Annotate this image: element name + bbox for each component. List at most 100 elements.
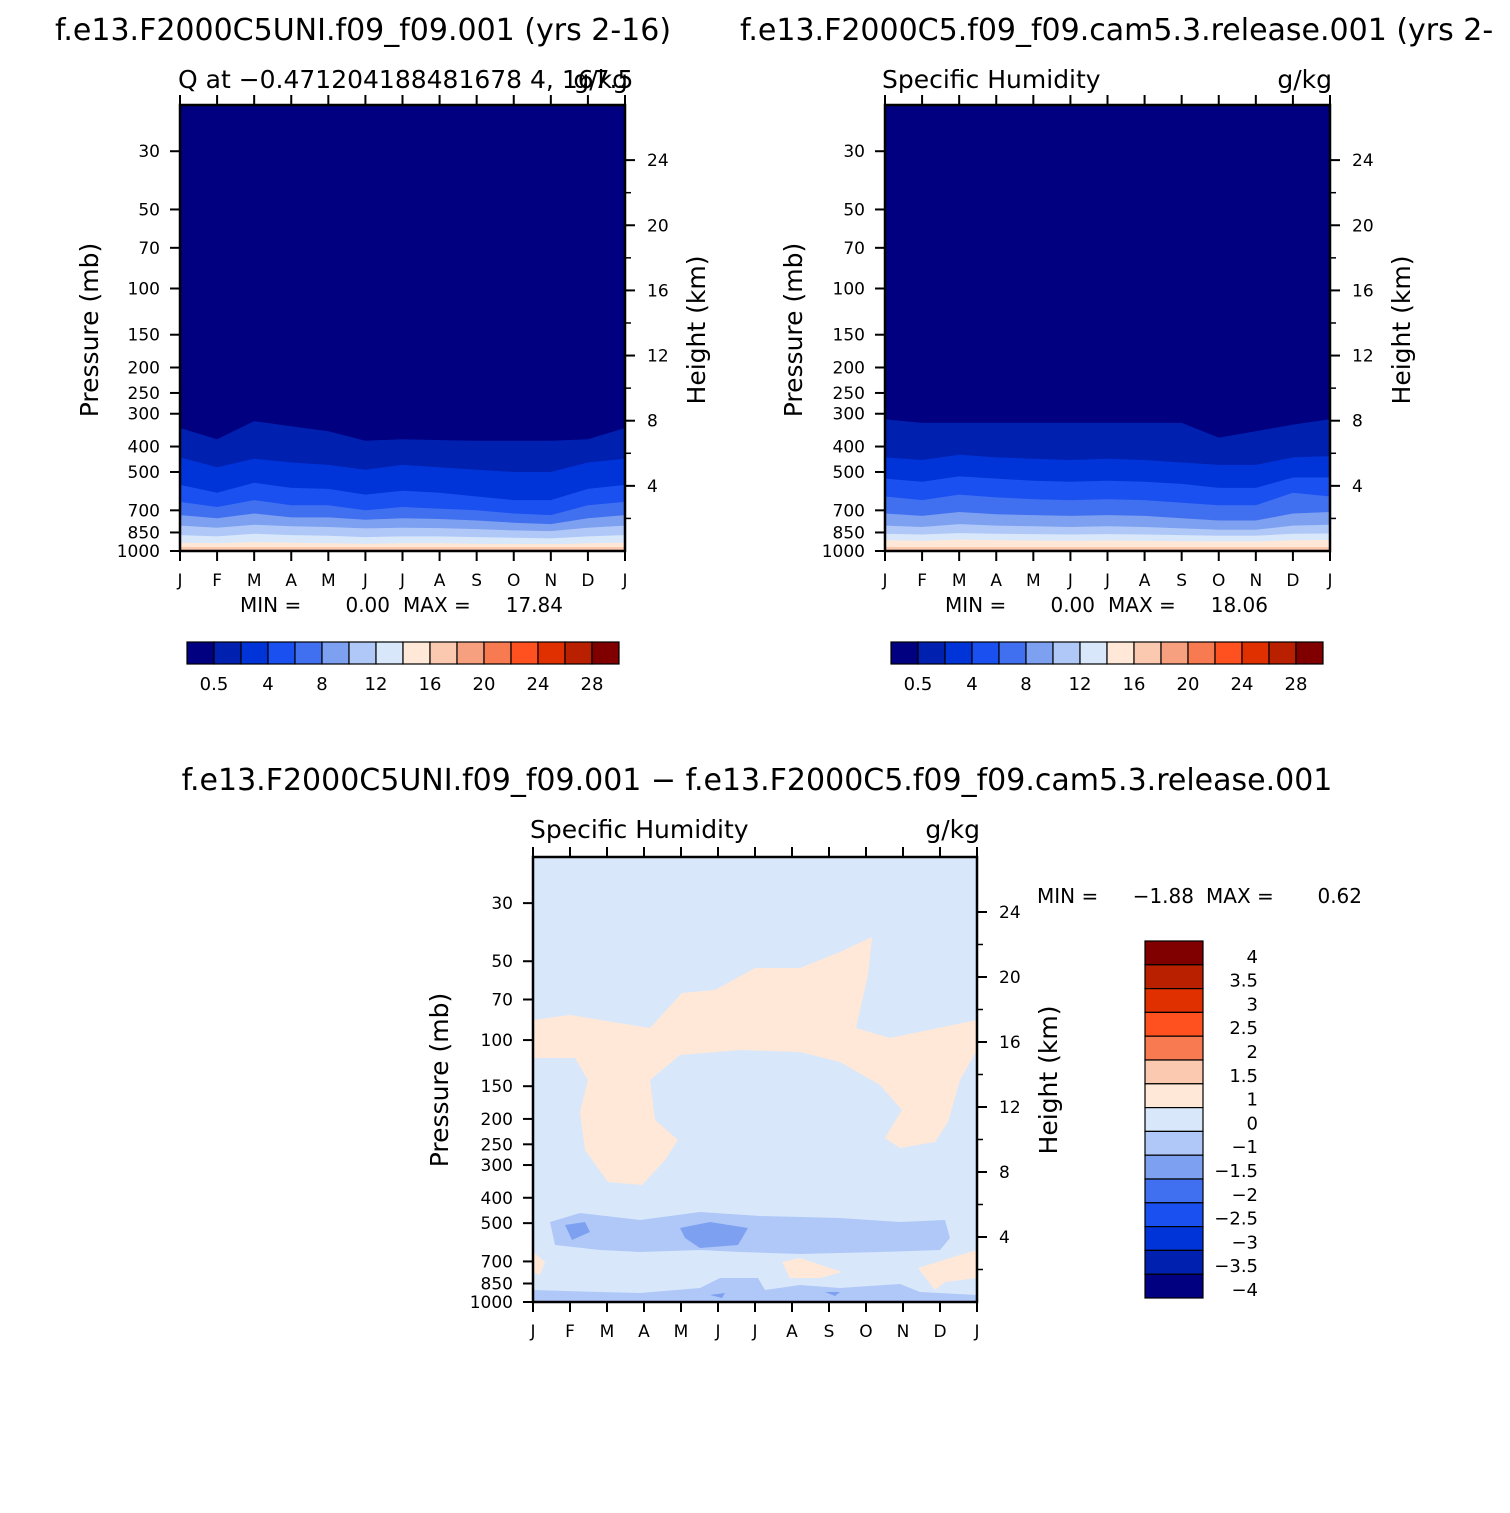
- colorbar-label: −3: [1231, 1232, 1258, 1253]
- y-tick-label: 200: [128, 359, 160, 379]
- y-tick-label: 50: [491, 952, 513, 972]
- y-tick-label: 150: [833, 326, 865, 346]
- colorbar-swatch: [402, 641, 431, 665]
- panel-3-max-value: 0.62: [1317, 884, 1362, 908]
- colorbar-swatch: [429, 641, 458, 665]
- panel-2-max-label: MAX =: [1108, 593, 1176, 617]
- y-right-tick-label: 24: [647, 151, 669, 171]
- colorbar-label: 2.5: [1229, 1018, 1258, 1039]
- colorbar-label: −4: [1231, 1280, 1258, 1301]
- diff-region-neg2-low-a: [710, 1293, 725, 1298]
- colorbar-swatch: [971, 641, 1000, 665]
- x-tick-label: A: [638, 1322, 650, 1342]
- panel-3-max-label: MAX =: [1206, 884, 1274, 908]
- y-tick-label: 70: [138, 239, 160, 259]
- colorbar-swatch: [1106, 641, 1135, 665]
- panel-2-colorbar: 0.5 4 8 12 16 20 24 28: [890, 641, 1324, 695]
- panel-2-title: Specific Humidity: [882, 65, 1101, 94]
- y-tick-label: 500: [833, 463, 865, 483]
- colorbar-label: 28: [1285, 674, 1308, 695]
- colorbar-swatch: [1144, 940, 1204, 966]
- y-tick-label: 500: [481, 1214, 513, 1234]
- colorbar-label: 4: [966, 674, 977, 695]
- y-right-tick-label: 4: [1352, 477, 1363, 497]
- colorbar-swatch: [1144, 1083, 1204, 1109]
- panel-1-header: f.e13.F2000C5UNI.f09_f09.001 (yrs 2-16): [55, 13, 671, 48]
- panel-1-units: g/kg: [573, 65, 628, 94]
- y-tick-label: 200: [833, 359, 865, 379]
- colorbar-swatch: [1052, 641, 1081, 665]
- y-right-tick-label: 24: [1352, 151, 1374, 171]
- x-tick-label: D: [581, 571, 594, 591]
- x-tick-label: J: [1104, 571, 1110, 591]
- colorbar-swatch: [917, 641, 946, 665]
- colorbar-label: −1: [1231, 1137, 1258, 1158]
- panel-3-min-label: MIN =: [1037, 884, 1098, 908]
- colorbar-swatch: [267, 641, 296, 665]
- y-tick-label: 1000: [822, 542, 865, 562]
- panel-3-contour-fills: [533, 857, 977, 1302]
- y-tick-label: 150: [128, 326, 160, 346]
- y-right-tick-label: 16: [647, 281, 669, 301]
- colorbar-label: −2: [1231, 1185, 1258, 1206]
- x-tick-label: A: [434, 571, 446, 591]
- colorbar-swatch: [1144, 1225, 1204, 1251]
- x-tick-label: O: [507, 571, 520, 591]
- x-tick-label: F: [917, 571, 927, 591]
- panel-1-max-label: MAX =: [403, 593, 471, 617]
- x-tick-label: M: [1026, 571, 1041, 591]
- colorbar-swatch: [240, 641, 269, 665]
- y-tick-label: 700: [481, 1252, 513, 1272]
- colorbar-label: 8: [316, 674, 327, 695]
- diff-region-neg1p5-low: [533, 1278, 977, 1302]
- panel-2-contour-fills: [885, 105, 1330, 551]
- panel-2-min-label: MIN =: [945, 593, 1006, 617]
- x-tick-label: J: [1067, 571, 1073, 591]
- colorbar-label: −3.5: [1214, 1256, 1258, 1277]
- panel-3-title: Specific Humidity: [530, 815, 749, 844]
- panel-3-header: f.e13.F2000C5UNI.f09_f09.001 − f.e13.F20…: [182, 763, 1333, 798]
- colorbar-label: 16: [419, 674, 442, 695]
- panel-2-units: g/kg: [1277, 65, 1332, 94]
- colorbar-swatch: [1144, 1106, 1204, 1132]
- y-tick-label: 400: [128, 438, 160, 458]
- colorbar-label: −2.5: [1214, 1209, 1258, 1230]
- colorbar-swatch: [1144, 1011, 1204, 1037]
- y-right-tick-label: 8: [1352, 412, 1363, 432]
- x-tick-label: J: [1326, 571, 1332, 591]
- colorbar-swatch: [1241, 641, 1270, 665]
- colorbar-swatch: [348, 641, 377, 665]
- y-tick-label: 50: [138, 200, 160, 220]
- panel-1-ylabel: Pressure (mb): [75, 243, 104, 417]
- panel-1-min-value: 0.00: [345, 593, 390, 617]
- x-tick-label: J: [176, 571, 182, 591]
- colorbar-label: 3: [1247, 994, 1258, 1015]
- y-tick-label: 150: [481, 1077, 513, 1097]
- colorbar-swatch: [375, 641, 404, 665]
- y-tick-label: 70: [843, 239, 865, 259]
- colorbar-label: 16: [1123, 674, 1146, 695]
- y-tick-label: 250: [481, 1135, 513, 1155]
- panel-1-title: Q at −0.471204188481678 4, 167.5: [178, 65, 633, 94]
- x-tick-label: F: [565, 1322, 575, 1342]
- panel-1-max-value: 17.84: [506, 593, 563, 617]
- colorbar-swatch: [1144, 1273, 1204, 1299]
- diff-region-positive-upper: [533, 937, 977, 1185]
- colorbar-swatch: [537, 641, 566, 665]
- y-right-tick-label: 16: [1352, 281, 1374, 301]
- y-tick-label: 250: [833, 384, 865, 404]
- x-tick-label: D: [933, 1322, 946, 1342]
- colorbar-swatch: [483, 641, 512, 665]
- panel-2: f.e13.F2000C5.f09_f09.cam5.3.release.001…: [740, 13, 1493, 695]
- colorbar-swatch: [1133, 641, 1162, 665]
- y-tick-label: 100: [833, 279, 865, 299]
- y-tick-label: 100: [481, 1031, 513, 1051]
- y-tick-label: 1000: [117, 542, 160, 562]
- diff-region-positive-left: [533, 1252, 545, 1275]
- colorbar-label: 3.5: [1229, 971, 1258, 992]
- colorbar-swatch: [1079, 641, 1108, 665]
- x-tick-label: M: [952, 571, 967, 591]
- y-tick-label: 400: [833, 438, 865, 458]
